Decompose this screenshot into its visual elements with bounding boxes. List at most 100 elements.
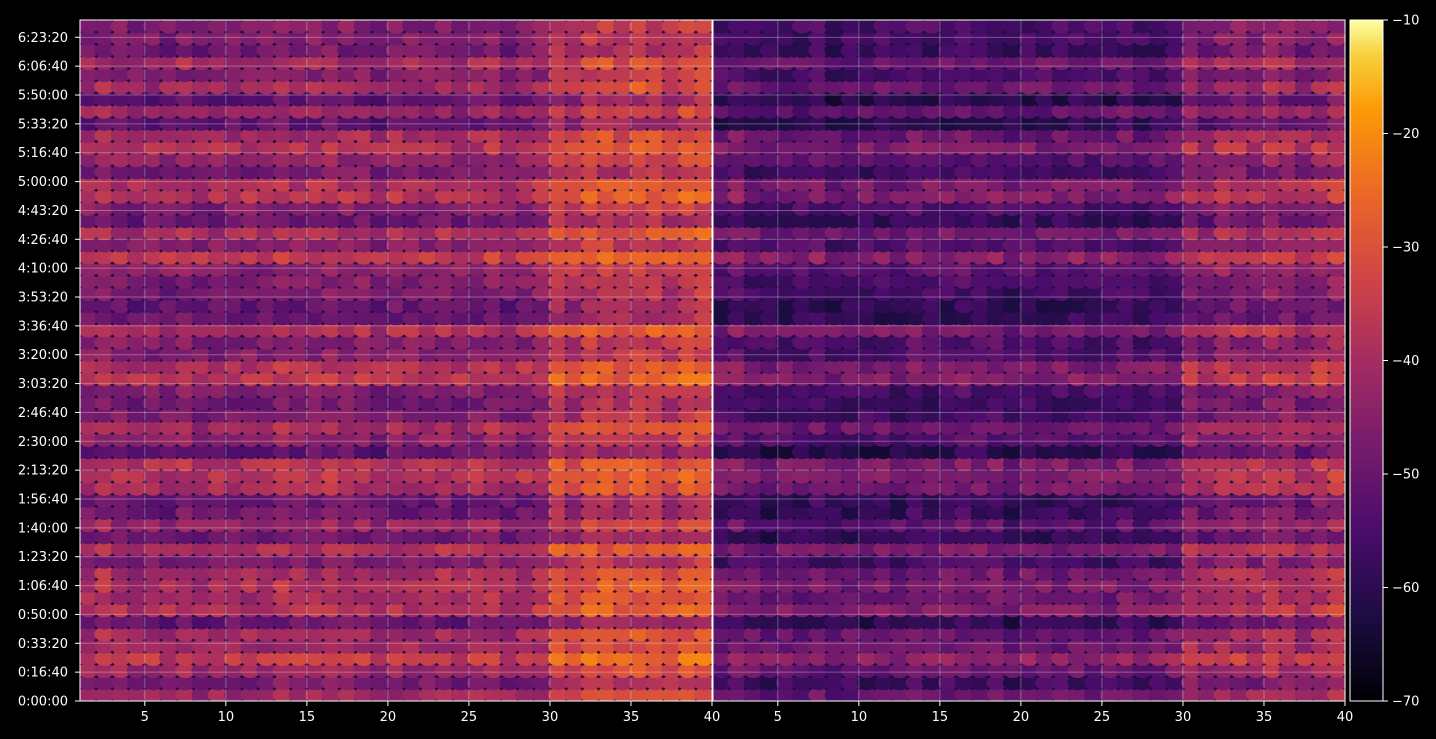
heatmap-cell	[110, 91, 131, 107]
heatmap-cell	[840, 115, 861, 131]
heatmap-cell	[1116, 334, 1137, 350]
heatmap-cell	[792, 650, 813, 666]
heatmap-cell	[905, 79, 926, 95]
heatmap-cell	[434, 67, 455, 83]
heatmap-cell	[889, 432, 910, 447]
heatmap-cell	[564, 30, 585, 46]
colorbar-tick-label: −10	[1392, 14, 1419, 29]
heatmap-cell	[369, 20, 390, 34]
heatmap-cell	[1019, 444, 1039, 460]
heatmap-cell	[693, 407, 712, 423]
heatmap-cell	[175, 176, 196, 192]
heatmap-cell	[126, 67, 147, 83]
heatmap-cell	[1278, 371, 1299, 387]
heatmap-cell	[713, 115, 732, 131]
heatmap-cell	[1229, 468, 1250, 484]
heatmap-cell	[596, 650, 617, 666]
heatmap-cell	[905, 42, 926, 58]
heatmap-cell	[743, 261, 764, 277]
heatmap-cell	[272, 103, 293, 119]
heatmap-cell	[499, 213, 520, 229]
heatmap-cell	[1083, 444, 1104, 460]
heatmap-cell	[1116, 188, 1137, 204]
heatmap-cell	[1083, 638, 1104, 654]
heatmap-cell	[693, 20, 712, 34]
heatmap-cell	[596, 188, 617, 204]
heatmap-cell	[1181, 541, 1202, 557]
heatmap-cell	[548, 188, 569, 204]
heatmap-cell	[1310, 432, 1331, 447]
heatmap-cell	[824, 55, 845, 71]
heatmap-cell	[1278, 565, 1299, 581]
heatmap-cell	[1262, 675, 1283, 691]
heatmap-cell	[1229, 650, 1250, 666]
heatmap-cell	[921, 164, 942, 180]
heatmap-cell	[353, 30, 374, 46]
heatmap-cell	[1019, 201, 1039, 216]
heatmap-cell	[1019, 492, 1039, 508]
heatmap-cell	[645, 261, 666, 277]
heatmap-cell	[223, 176, 244, 192]
heatmap-cell	[548, 638, 569, 654]
heatmap-cell	[256, 322, 277, 338]
heatmap-cell	[1326, 565, 1345, 581]
heatmap-cell	[1035, 663, 1056, 679]
heatmap-cell	[629, 359, 650, 375]
heatmap-cell	[418, 590, 439, 606]
heatmap-cell	[434, 286, 455, 302]
heatmap-cell	[1019, 237, 1039, 253]
heatmap-cell	[1035, 456, 1056, 472]
heatmap-cell	[1294, 261, 1315, 277]
heatmap-cell	[661, 614, 682, 630]
heatmap-cell	[94, 55, 115, 71]
heatmap-cell	[353, 419, 374, 435]
heatmap-cell	[256, 419, 277, 435]
heatmap-cell	[986, 456, 1007, 472]
heatmap-cell	[792, 115, 813, 131]
heatmap-cell	[402, 529, 423, 545]
heatmap-cell	[110, 359, 131, 375]
heatmap-cell	[645, 20, 666, 34]
heatmap-cell	[353, 322, 374, 338]
heatmap-cell	[661, 638, 682, 654]
heatmap-cell	[905, 261, 926, 277]
heatmap-cell	[727, 286, 748, 302]
heatmap-cell	[386, 371, 406, 387]
heatmap-cell	[256, 55, 277, 71]
heatmap-cell	[1051, 553, 1072, 569]
heatmap-cell	[1164, 310, 1185, 326]
heatmap-cell	[80, 468, 99, 484]
heatmap-cell	[1148, 541, 1169, 557]
heatmap-cell	[1100, 128, 1120, 143]
heatmap-cell	[1294, 249, 1315, 265]
heatmap-cell	[386, 42, 406, 58]
heatmap-cell	[207, 42, 228, 58]
heatmap-cell	[223, 128, 244, 143]
heatmap-cell	[110, 578, 131, 593]
heatmap-cell	[713, 395, 732, 411]
heatmap-cell	[1262, 650, 1283, 666]
heatmap-cell	[191, 55, 212, 71]
heatmap-cell	[272, 42, 293, 58]
heatmap-cell	[369, 687, 390, 701]
heatmap-cell	[1002, 201, 1023, 216]
heatmap-cell	[110, 602, 131, 618]
y-tick-label: 3:20:00	[18, 348, 68, 363]
heatmap-cell	[94, 638, 115, 654]
heatmap-cell	[1051, 115, 1072, 131]
heatmap-cell	[1051, 517, 1072, 533]
heatmap-cell	[612, 128, 633, 143]
heatmap-cell	[386, 541, 406, 557]
heatmap-cell	[1116, 164, 1137, 180]
heatmap-cell	[986, 152, 1007, 168]
heatmap-cell	[596, 492, 617, 508]
heatmap-cell	[515, 553, 536, 569]
heatmap-cell	[1245, 346, 1266, 362]
heatmap-cell	[661, 346, 682, 362]
heatmap-cell	[889, 67, 910, 83]
heatmap-cell	[1294, 91, 1315, 107]
heatmap-cell	[856, 164, 877, 180]
heatmap-cell	[353, 164, 374, 180]
heatmap-cell	[191, 359, 212, 375]
heatmap-cell	[207, 225, 228, 241]
